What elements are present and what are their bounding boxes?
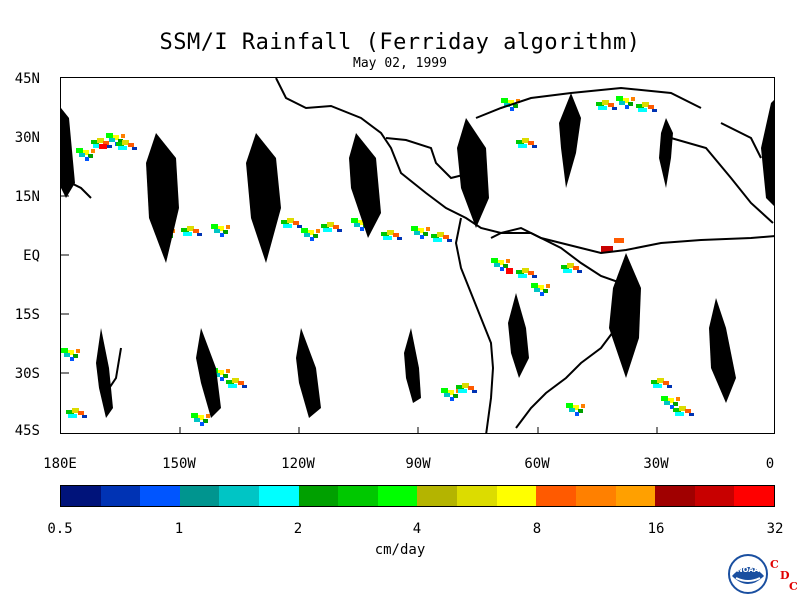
colorbar-swatch [655,486,695,506]
colorbar-label-1: 1 [174,521,184,537]
amazon-rain [491,238,624,296]
rainfall-map [60,77,775,434]
map-date: May 02, 1999 [353,56,447,71]
map-ticks [61,136,658,433]
colorbar-swatch [61,486,101,506]
map-title: SSM/I Rainfall (Ferriday algorithm) [159,30,641,55]
map-canvas [61,78,774,433]
colorbar-swatch [575,486,616,506]
colorbar-swatch [377,486,418,506]
lat-label-45n: 45N [14,71,40,87]
lat-label-eq: EQ [23,248,40,264]
colorbar-swatch [298,486,339,506]
colorbar-swatch [179,486,220,506]
itcz-band [156,218,452,242]
cdc-letter-d: D [780,569,790,582]
lon-label-90w: 90W [405,456,431,472]
lat-label-15n: 15N [14,189,40,205]
lat-label-15s: 15S [14,307,40,323]
swath-gaps [61,93,774,418]
lat-label-45s: 45S [14,423,40,439]
colorbar-swatch [100,486,141,506]
colorbar-label-0-5: 0.5 [47,521,73,537]
lat-label-30s: 30S [14,366,40,382]
lon-label-150w: 150W [162,456,196,472]
cdc-letter-c1: C [770,558,779,571]
colorbar-swatch [457,486,497,506]
colorbar-swatch [338,486,378,506]
cdc-letter-c2: C [789,580,798,593]
colorbar-unit: cm/day [374,542,426,558]
colorbar-label-32: 32 [766,521,784,537]
lon-label-30w: 30W [643,456,669,472]
colorbar-swatch [694,486,735,506]
colorbar-swatch [219,486,260,506]
colorbar-label-8: 8 [532,521,542,537]
colorbar-swatch [259,486,299,506]
colorbar-label-2: 2 [293,521,303,537]
colorbar [60,485,775,507]
south-hemisphere-rain [61,348,694,426]
lon-label-0: 0 [765,456,775,472]
lon-label-60w: 60W [524,456,550,472]
lon-label-120w: 120W [281,456,315,472]
noaa-logo-text: NOAA [737,566,760,574]
lon-label-180e: 180E [43,456,77,472]
colorbar-swatch [734,486,774,506]
lat-label-30n: 30N [14,130,40,146]
noaa-logo: NOAA [728,554,768,594]
colorbar-label-16: 16 [647,521,665,537]
colorbar-swatch [536,486,576,506]
colorbar-swatch [417,486,458,506]
north-pacific-storm [76,133,137,161]
colorbar-swatch [140,486,180,506]
colorbar-label-4: 4 [412,521,422,537]
colorbar-swatch [615,486,656,506]
colorbar-swatch [496,486,537,506]
